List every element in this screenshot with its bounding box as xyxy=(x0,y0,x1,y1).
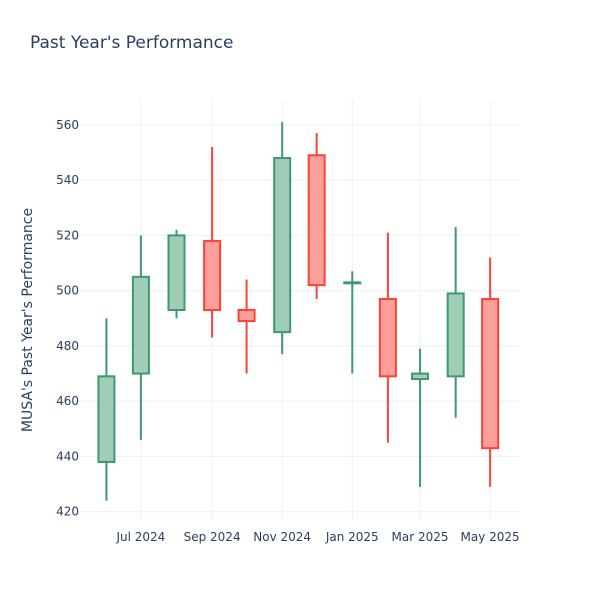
candle-increasing xyxy=(97,318,116,501)
candle-increasing xyxy=(411,348,430,487)
candle-body xyxy=(131,275,150,375)
y-tick-label: 500 xyxy=(56,284,79,298)
x-tick-label: May 2025 xyxy=(461,530,520,544)
candle-body xyxy=(446,292,465,378)
x-tick-label: Jul 2024 xyxy=(115,530,165,544)
candle-decreasing xyxy=(307,133,326,299)
x-tick-label: Nov 2024 xyxy=(253,530,311,544)
y-tick-label: 440 xyxy=(56,449,79,463)
y-tick-label: 560 xyxy=(56,118,79,132)
candle-body xyxy=(343,281,362,285)
candle-body xyxy=(97,375,116,463)
chart-title: Past Year's Performance xyxy=(30,33,234,53)
candle-increasing xyxy=(343,271,362,374)
candle-increasing xyxy=(446,227,465,418)
x-axis: Jul 2024 Sep 2024 Nov 2024 Jan 2025 Mar 2025… xyxy=(115,530,519,544)
candle-body xyxy=(203,239,222,311)
candle-decreasing xyxy=(237,279,256,374)
candle-body xyxy=(273,157,292,334)
candle-body xyxy=(481,297,500,450)
y-axis-title: MUSA's Past Year's Performance xyxy=(20,208,36,432)
candle-body xyxy=(378,297,397,378)
candle-decreasing xyxy=(378,232,397,443)
y-tick-label: 520 xyxy=(56,228,79,242)
candles xyxy=(97,122,500,501)
y-tick-label: 460 xyxy=(56,394,79,408)
candle-increasing xyxy=(167,229,186,319)
y-tick-label: 540 xyxy=(56,173,79,187)
y-tick-label: 480 xyxy=(56,339,79,353)
candle-increasing xyxy=(273,122,292,355)
x-tick-label: Jan 2025 xyxy=(325,530,379,544)
y-axis: 420 440 460 480 500 520 540 560 xyxy=(56,118,79,519)
candle-body xyxy=(237,309,256,323)
candle-body xyxy=(167,234,186,311)
x-tick-label: Mar 2025 xyxy=(392,530,449,544)
candle-increasing xyxy=(131,235,150,440)
x-tick-label: Sep 2024 xyxy=(184,530,241,544)
candle-decreasing xyxy=(203,146,222,338)
candle-body xyxy=(307,154,326,287)
candle-body xyxy=(411,372,430,381)
y-tick-label: 420 xyxy=(56,505,79,519)
candle-decreasing xyxy=(481,257,500,487)
